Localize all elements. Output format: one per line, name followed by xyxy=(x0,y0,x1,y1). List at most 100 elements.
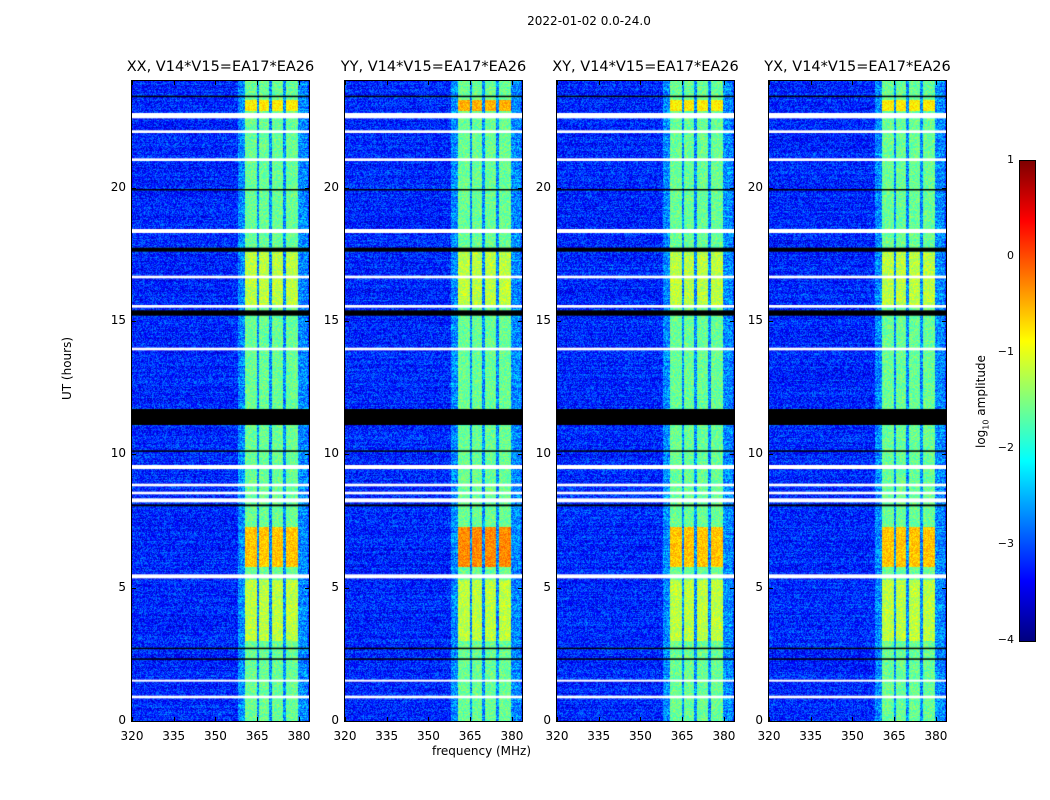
y-tick-label: 10 xyxy=(535,446,551,461)
panel-title: XY, V14*V15=EA17*EA26 xyxy=(552,59,739,75)
x-tick-mark xyxy=(257,81,259,85)
y-tick-label: 10 xyxy=(110,446,126,461)
x-tick-label: 380 xyxy=(924,729,948,743)
spectrogram-panel-3: YX, V14*V15=EA17*EA26 320 335 350 365 380 0 5 10… xyxy=(748,59,951,743)
y-tick-mark xyxy=(730,454,734,456)
x-tick-mark xyxy=(298,717,300,721)
x-tick-label: 365 xyxy=(458,729,482,743)
y-tick-mark xyxy=(769,187,773,189)
x-tick-mark xyxy=(345,81,346,85)
x-tick-label: 380 xyxy=(287,729,311,743)
y-tick-mark xyxy=(942,454,946,456)
x-tick-mark xyxy=(640,81,642,85)
x-tick-mark xyxy=(173,717,175,721)
y-tick-mark xyxy=(345,321,349,322)
x-tick-mark xyxy=(894,717,896,721)
colorbar-label: log10 amplitude xyxy=(974,355,991,448)
y-tick-mark xyxy=(942,187,946,189)
x-tick-mark xyxy=(298,81,300,85)
y-tick-mark xyxy=(730,321,734,322)
figure-title: 2022-01-02 0.0-24.0 xyxy=(527,14,651,28)
y-tick-mark xyxy=(769,721,773,722)
y-tick-mark xyxy=(557,721,561,722)
spectrogram-panel-2: XY, V14*V15=EA17*EA26 320 335 350 365 380 0 5 10… xyxy=(536,59,739,743)
panel-title: YX, V14*V15=EA17*EA26 xyxy=(764,59,951,75)
x-tick-mark xyxy=(257,717,259,721)
x-tick-mark xyxy=(511,717,513,721)
y-tick-mark xyxy=(942,721,946,722)
y-tick-label: 10 xyxy=(747,446,763,461)
x-tick-mark xyxy=(682,81,684,85)
colorbar-tick-label: 0 xyxy=(1007,249,1014,262)
y-tick-mark xyxy=(557,454,561,456)
panel-title: YY, V14*V15=EA17*EA26 xyxy=(340,59,527,75)
x-tick-mark xyxy=(386,81,388,85)
y-tick-label: 5 xyxy=(755,579,763,594)
colorbar-tick-label: −4 xyxy=(997,633,1014,646)
x-tick-label: 320 xyxy=(545,729,569,743)
y-tick-mark xyxy=(942,587,946,589)
y-tick-mark xyxy=(305,721,309,722)
y-tick-label: 20 xyxy=(747,179,763,194)
y-tick-mark xyxy=(557,321,561,322)
y-tick-label: 15 xyxy=(110,313,126,327)
y-tick-mark xyxy=(518,454,522,456)
colorbar-tick-label: −3 xyxy=(997,537,1014,550)
x-tick-mark xyxy=(132,81,133,85)
y-tick-label: 10 xyxy=(323,446,339,461)
x-tick-mark xyxy=(428,717,430,721)
x-tick-mark xyxy=(511,81,513,85)
y-tick-mark xyxy=(769,587,773,589)
x-tick-label: 335 xyxy=(799,729,823,743)
y-tick-mark xyxy=(345,721,349,722)
x-tick-label: 320 xyxy=(333,729,357,743)
y-axis-label: UT (hours) xyxy=(60,336,74,400)
y-tick-label: 0 xyxy=(543,713,551,727)
x-tick-mark xyxy=(345,717,346,721)
spectrogram-panel-0: XX, V14*V15=EA17*EA26 320 335 350 365 380 0 5 10… xyxy=(111,59,315,743)
x-tick-label: 365 xyxy=(882,729,906,743)
x-tick-mark xyxy=(598,81,600,85)
colorbar xyxy=(1019,160,1036,642)
y-tick-mark xyxy=(942,321,946,322)
x-tick-mark xyxy=(215,717,217,721)
y-tick-mark xyxy=(305,587,309,589)
x-tick-mark xyxy=(852,717,854,721)
x-tick-mark xyxy=(935,717,937,721)
x-tick-label: 365 xyxy=(245,729,269,743)
x-tick-label: 320 xyxy=(757,729,781,743)
x-tick-mark xyxy=(682,717,684,721)
y-tick-label: 5 xyxy=(118,579,126,594)
y-tick-label: 20 xyxy=(110,179,126,194)
spectrogram-panel-1: YY, V14*V15=EA17*EA26 320 335 350 365 380 0 5 10… xyxy=(324,59,526,743)
heatmap-image xyxy=(769,81,946,721)
y-tick-mark xyxy=(305,321,309,322)
x-axis-label: frequency (MHz) xyxy=(432,744,532,758)
x-tick-label: 350 xyxy=(841,729,864,743)
x-tick-mark xyxy=(810,81,812,85)
y-tick-mark xyxy=(730,187,734,189)
y-tick-mark xyxy=(557,187,561,189)
x-tick-mark xyxy=(428,81,430,85)
y-tick-mark xyxy=(518,187,522,189)
y-tick-mark xyxy=(132,321,136,322)
x-tick-label: 380 xyxy=(500,729,524,743)
y-tick-mark xyxy=(518,321,522,322)
colorbar-tick-label: 1 xyxy=(1007,153,1014,166)
y-tick-mark xyxy=(345,454,349,456)
x-tick-mark xyxy=(640,717,642,721)
x-tick-mark xyxy=(173,81,175,85)
y-tick-mark xyxy=(730,587,734,589)
y-tick-label: 15 xyxy=(535,313,551,327)
panel-title: XX, V14*V15=EA17*EA26 xyxy=(126,59,315,75)
colorbar-tick-label: −2 xyxy=(997,441,1014,454)
y-tick-label: 0 xyxy=(331,713,339,727)
colorbar-tick-label: −1 xyxy=(997,345,1014,358)
heatmap-image xyxy=(132,81,309,721)
y-tick-mark xyxy=(730,721,734,722)
x-tick-label: 350 xyxy=(417,729,440,743)
x-tick-mark xyxy=(470,717,472,721)
x-tick-mark xyxy=(810,717,812,721)
x-tick-label: 350 xyxy=(629,729,652,743)
y-tick-mark xyxy=(132,187,136,189)
